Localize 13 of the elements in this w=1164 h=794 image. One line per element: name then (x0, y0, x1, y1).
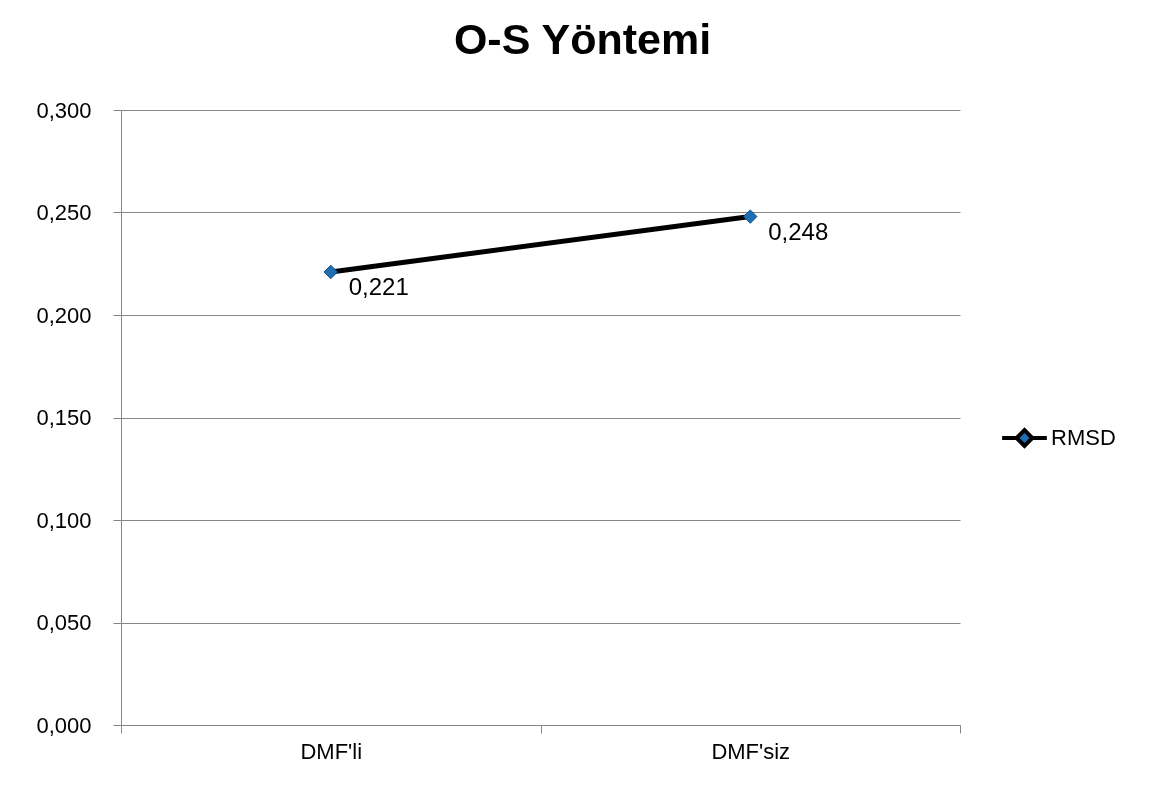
data-label: 0,221 (348, 272, 409, 300)
y-tick-label: 0,100 (36, 507, 92, 533)
y-tick-label: 0,050 (36, 610, 92, 635)
y-tick-label: 0,150 (36, 405, 92, 430)
x-tick-label: DMF'li (300, 738, 363, 764)
data-label: 0,248 (768, 217, 829, 245)
y-tick-label: 0,000 (36, 712, 92, 738)
y-tick-label: 0,250 (36, 200, 92, 225)
y-tick-label: 0,200 (36, 302, 92, 328)
y-tick-label: 0,300 (36, 97, 92, 123)
legend-label: RMSD (1051, 425, 1116, 450)
x-tick-label: DMF'siz (711, 738, 791, 764)
chart-title: O-S Yöntemi (453, 15, 712, 63)
